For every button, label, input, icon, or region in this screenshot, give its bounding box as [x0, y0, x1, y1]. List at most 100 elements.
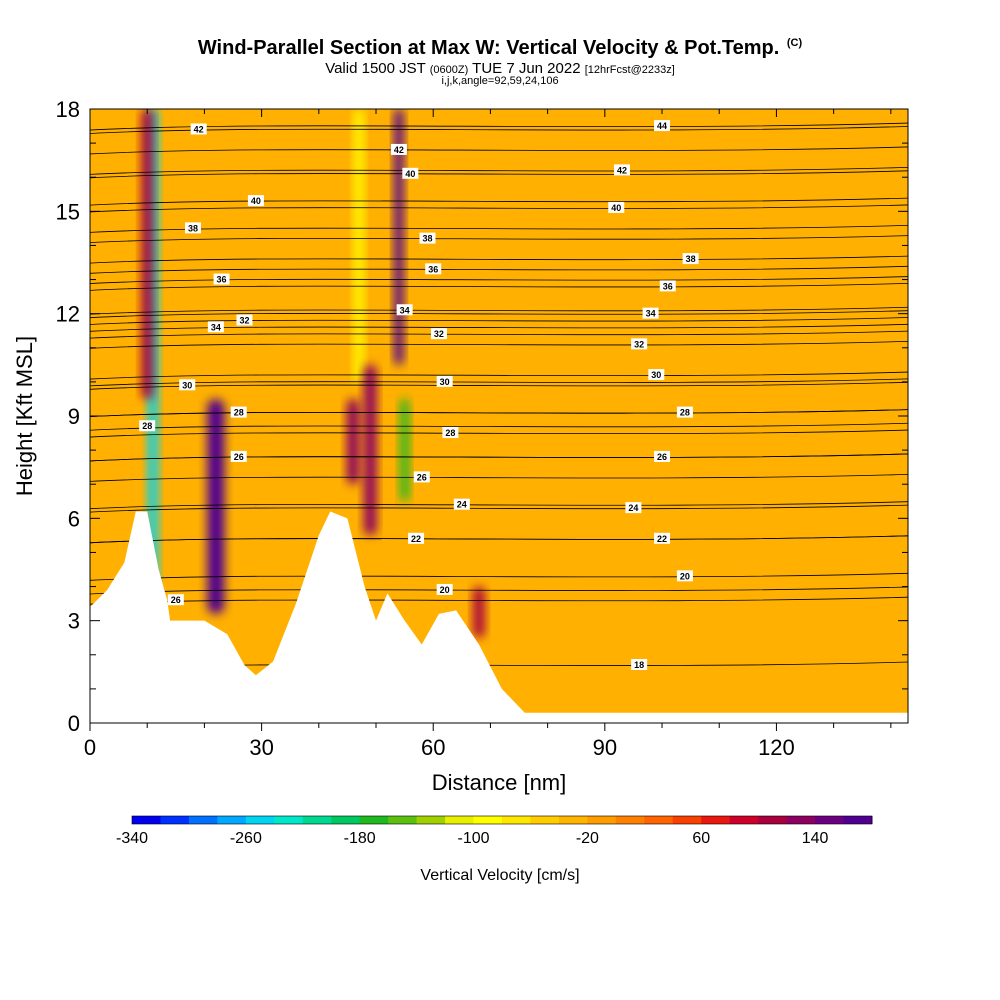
contour-label-bg	[642, 307, 659, 319]
contour-label: 18	[634, 660, 644, 670]
theta-contour-40	[90, 197, 908, 206]
colorbar-swatch	[359, 816, 389, 824]
contour-label-bg	[230, 450, 247, 462]
contour-label-bg	[207, 321, 224, 333]
contour-label-bg	[676, 406, 693, 418]
contour-label: 40	[405, 169, 415, 179]
velocity-field-background	[90, 109, 908, 723]
contour-label: 40	[611, 203, 621, 213]
contour-label: 28	[234, 408, 244, 418]
contour-label: 34	[646, 309, 656, 319]
contour-label-bg	[654, 120, 671, 132]
contour-label: 20	[680, 571, 690, 581]
contour-label: 32	[634, 339, 644, 349]
chart-title-text: Wind-Parallel Section at Max W: Vertical…	[197, 37, 780, 59]
y-tick-label: 6	[68, 506, 80, 531]
valid-date: TUE 7 Jun 2022	[472, 60, 581, 77]
contour-label: 30	[440, 377, 450, 387]
contour-label: 42	[617, 165, 627, 175]
contour-label: 26	[234, 452, 244, 462]
contour-label: 24	[628, 503, 638, 513]
colorbar-swatch	[558, 816, 588, 824]
colorbar-swatch	[388, 816, 418, 824]
y-tick-label: 12	[56, 302, 80, 327]
contour-label-bg	[659, 280, 676, 292]
colorbar-swatch	[644, 816, 674, 824]
copyright-mark: (C)	[786, 37, 803, 50]
contour-label: 26	[657, 452, 667, 462]
contour-label-bg	[139, 420, 156, 432]
contour-label: 38	[686, 254, 696, 264]
theta-contour-30	[90, 371, 908, 380]
contour-label-bg	[613, 164, 630, 176]
theta-contour-38	[90, 255, 908, 264]
colorbar-swatch	[815, 816, 845, 824]
theta-contour-32	[90, 330, 908, 339]
y-tick-label: 0	[68, 711, 80, 736]
colorbar-swatch	[786, 816, 816, 824]
theta-contour-42	[90, 126, 908, 134]
contour-label-bg	[230, 406, 247, 418]
theta-contour-32	[90, 317, 908, 325]
contour-label: 36	[428, 264, 438, 274]
colorbar-swatch	[701, 816, 731, 824]
theta-contour-36	[90, 276, 908, 284]
contour-label: 34	[400, 305, 410, 315]
colorbar-frame	[131, 815, 873, 825]
contour-label-bg	[631, 338, 648, 350]
terrain	[90, 511, 908, 723]
x-axis-title: Distance [nm]	[432, 770, 567, 795]
valid-time-line: Valid 1500 JST (0600Z) TUE 7 Jun 2022 [1…	[0, 60, 1000, 77]
theta-contour-40	[90, 204, 908, 213]
indices-line: i,j,k,angle=92,59,24,106	[441, 75, 559, 87]
theta-contour-36	[90, 282, 908, 291]
contour-label: 42	[394, 145, 404, 155]
theta-contour-34	[90, 306, 908, 315]
colorbar-tick-label: -180	[344, 830, 376, 847]
x-tick-label: 120	[758, 735, 795, 760]
colorbar-swatch	[530, 816, 560, 824]
contour-label-bg	[654, 450, 671, 462]
y-tick-label: 9	[68, 404, 80, 429]
contour-label: 44	[657, 121, 667, 131]
colorbar-swatch	[672, 816, 702, 824]
x-tick-label: 60	[421, 735, 445, 760]
contour-label: 30	[651, 370, 661, 380]
velocity-feature-8	[473, 586, 485, 638]
contour-label-bg	[436, 583, 453, 595]
contour-label-bg	[625, 502, 642, 514]
velocity-feature-2	[207, 398, 225, 614]
forecast-info: [12hrFcst@2233z]	[584, 64, 675, 76]
colorbar: -340 -260 -180 -100 -20 60 140	[116, 815, 873, 847]
contour-labels: 26 28 26 28 30 34 32 36 38 40 42 20 22 24 26 28 30 32 34 36…	[139, 120, 699, 671]
contour-label-bg	[436, 375, 453, 387]
theta-contour-20	[90, 586, 908, 595]
terrain-mask	[90, 511, 908, 723]
contour-label-bg	[408, 532, 425, 544]
contour-label-bg	[236, 314, 253, 326]
theta-contour-32	[90, 340, 908, 349]
contour-label-bg	[390, 143, 407, 155]
colorbar-tick-label: 60	[692, 830, 710, 847]
velocity-feature-6	[394, 109, 404, 365]
y-tick-label: 15	[56, 199, 80, 224]
colorbar-tick-label: 140	[802, 830, 829, 847]
theta-contour-20	[90, 572, 908, 581]
valid-prefix: Valid 1500 JST	[325, 60, 426, 77]
contour-label: 32	[239, 315, 249, 325]
theta-contour-42	[90, 167, 908, 175]
contour-label: 28	[445, 428, 455, 438]
contour-label: 30	[182, 380, 192, 390]
contour-label-bg	[213, 273, 230, 285]
contour-label-bg	[190, 123, 207, 135]
velocity-feature-5	[364, 364, 377, 536]
colorbar-swatch	[274, 816, 304, 824]
colorbar-swatch	[615, 816, 645, 824]
colorbar-swatch	[729, 816, 759, 824]
y-axis-title: Height [Kft MSL]	[12, 336, 37, 496]
contour-label: 24	[457, 500, 467, 510]
contour-label-bg	[682, 253, 699, 265]
colorbar-swatch	[160, 816, 190, 824]
x-tick-label: 30	[249, 735, 273, 760]
